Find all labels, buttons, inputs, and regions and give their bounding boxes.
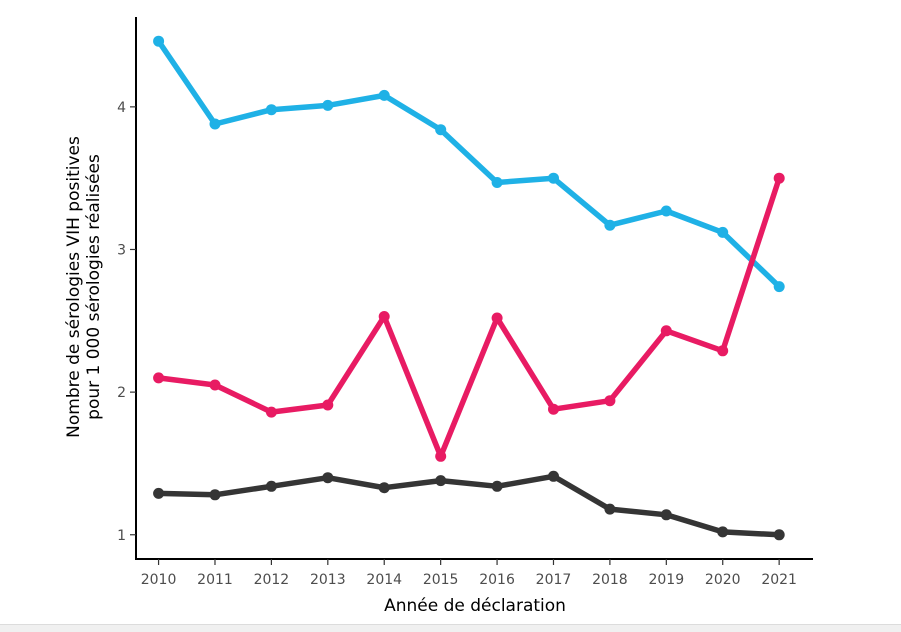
x-tick-label-2018: 2018 [592,572,628,588]
x-tick-label-2019: 2019 [648,572,684,588]
labels-layer: Année de déclaration Nombre de sérologie… [64,136,566,616]
series-2-point-2016 [491,312,503,324]
series-3-point-2017 [548,470,559,482]
series-3-point-2010 [153,487,165,499]
series-3-point-2011 [209,489,221,501]
y-tick-label-2: 2 [117,385,126,401]
series-2-point-2019 [660,325,672,337]
x-tick-label-2011: 2011 [197,572,233,588]
series-3-point-2019 [660,509,672,521]
series-1-point-2013 [322,99,334,111]
series-3-point-2015 [435,475,447,487]
x-tick-label-2015: 2015 [423,572,459,588]
series-1-point-2020 [717,226,729,238]
series-2-point-2015 [435,450,447,462]
series-1-point-2012 [265,104,277,116]
series-3-point-2020 [717,526,729,538]
axes-layer: 2010 2011 2012 2013 2014 2015 2016 2017 2018 2019… [117,17,813,588]
series-2-point-2020 [717,345,729,357]
y-tick-label-4: 4 [117,100,126,116]
series-3-point-2012 [265,480,277,492]
series-2-point-2018 [604,395,616,407]
y-axis-title-line-2: pour 1 000 sérologies réalisées [84,154,104,420]
series-2-point-2013 [322,399,334,411]
series-1-point-2015 [435,124,447,136]
y-tick-label-3: 3 [117,242,126,258]
series-2-point-2011 [209,379,221,391]
x-tick-label-2021: 2021 [761,572,797,588]
series-3-point-2016 [491,480,503,492]
series-line-2 [155,175,782,460]
series-2-point-2021 [773,172,785,184]
series-1-point-2017 [548,172,559,184]
series-3-point-2021 [773,529,785,541]
series-1-point-2021 [773,281,785,293]
series-1-point-2016 [491,177,503,188]
x-tick-label-2013: 2013 [310,572,346,588]
series-line-3 [155,473,782,538]
series-3-point-2013 [322,472,334,484]
series-layer [153,35,785,541]
x-tick-label-2017: 2017 [536,572,572,588]
series-2-point-2010 [153,372,165,384]
series-1-point-2011 [209,118,221,130]
series-2-point-2014 [378,311,390,322]
series-line-1 [155,38,782,290]
series-1-point-2010 [153,35,165,47]
x-axis-title: Année de déclaration [384,596,566,616]
bottom-band [0,624,901,632]
series-2-point-2012 [265,406,277,418]
series-1-point-2018 [604,219,616,231]
series-2-point-2017 [548,403,559,415]
x-tick-label-2010: 2010 [141,572,177,588]
x-tick-label-2020: 2020 [705,572,741,588]
series-1-point-2019 [660,205,672,217]
y-axis-title-line-1: Nombre de sérologies VIH positives [64,136,84,438]
x-tick-label-2012: 2012 [254,572,290,588]
x-tick-label-2014: 2014 [366,572,402,588]
x-tick-label-2016: 2016 [479,572,515,588]
series-3-point-2018 [604,503,616,515]
series-1-point-2014 [378,89,390,101]
y-tick-label-1: 1 [117,528,126,544]
series-3-point-2014 [378,482,390,494]
